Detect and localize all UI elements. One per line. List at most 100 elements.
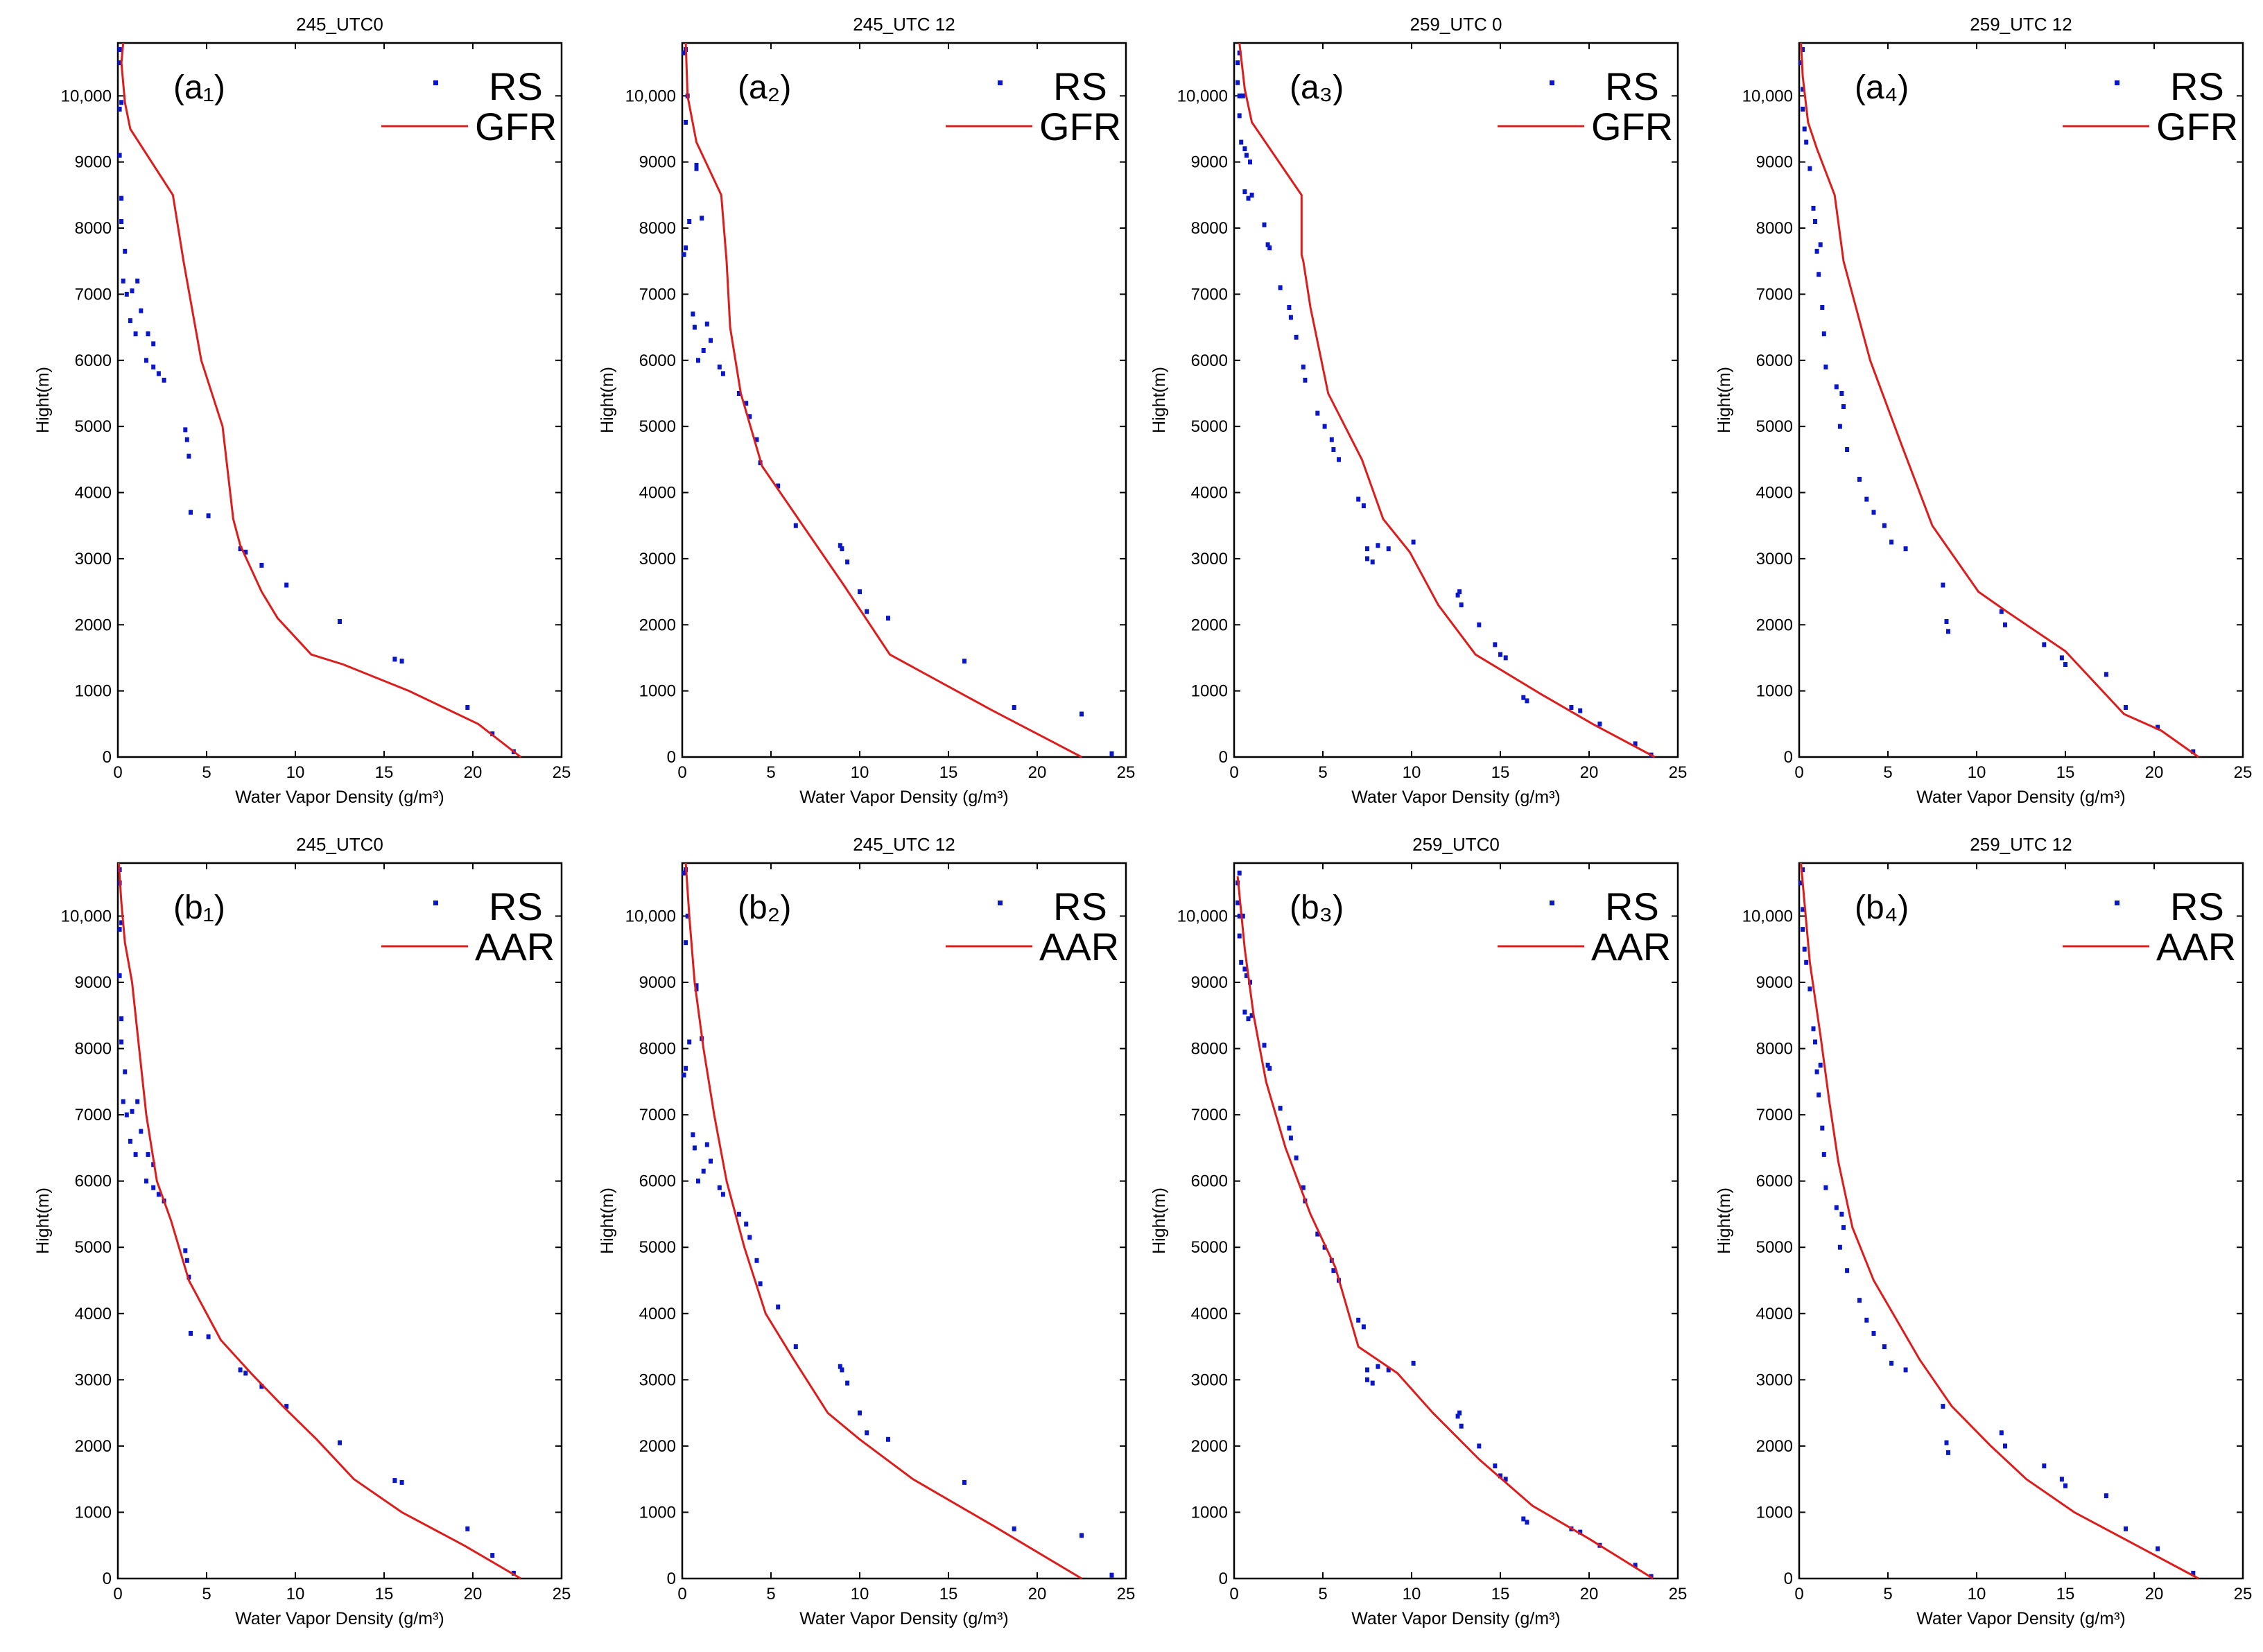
- x-tick-label: 25: [2234, 1585, 2253, 1603]
- y-tick-label: 2000: [1756, 616, 1793, 634]
- rs-point: [144, 1179, 148, 1184]
- x-tick-label: 10: [1403, 763, 1421, 782]
- x-tick-label: 5: [1883, 763, 1892, 782]
- legend-marker-rs: [998, 80, 1003, 85]
- legend-label-rs: RS: [1053, 885, 1107, 928]
- y-axis-label: Hight(m): [1715, 367, 1734, 433]
- rs-point: [187, 453, 191, 459]
- rs-point: [736, 1211, 741, 1217]
- rs-point: [701, 348, 706, 353]
- rs-point: [758, 1281, 763, 1287]
- rs-point: [744, 401, 749, 406]
- axes-box: [1233, 42, 1679, 758]
- rs-point: [1837, 424, 1842, 429]
- axes-box: [1798, 862, 2244, 1580]
- rs-point: [687, 219, 692, 224]
- y-tick-label: 3000: [1191, 1371, 1228, 1389]
- legend-label-rs: RS: [1605, 885, 1659, 928]
- rs-point: [119, 100, 124, 105]
- y-tick-label: 6000: [1756, 351, 1793, 370]
- rs-point: [1237, 113, 1242, 119]
- rs-point: [1823, 1185, 1828, 1190]
- x-axis-label: Water Vapor Density (g/m³): [1916, 788, 2125, 807]
- rs-point: [1813, 1039, 1817, 1045]
- rs-point: [2063, 1483, 2067, 1488]
- rs-point: [133, 331, 138, 337]
- rs-point: [130, 1108, 135, 1114]
- rs-point: [123, 248, 128, 254]
- y-tick-label: 8000: [75, 219, 112, 238]
- panel-2: 245_UTC 12 0 5 10 15 20 25 0 1000 2000 3000 4000 500…: [598, 14, 1135, 807]
- rs-point: [146, 1151, 150, 1157]
- rs-point: [184, 437, 189, 442]
- rs-point: [2156, 724, 2160, 730]
- rs-point: [1080, 1533, 1084, 1538]
- rs-point: [840, 546, 844, 552]
- y-tick-label: 2000: [1191, 1437, 1228, 1456]
- rs-point: [717, 364, 722, 369]
- rs-point: [793, 523, 798, 528]
- legend-label-rs: RS: [2170, 64, 2224, 108]
- x-tick-label: 25: [553, 1585, 571, 1603]
- rs-point: [133, 1151, 138, 1157]
- x-tick-label: 10: [1968, 763, 1986, 782]
- rs-point: [1834, 1205, 1839, 1210]
- rs-point: [1356, 496, 1361, 502]
- rs-point: [1525, 698, 1529, 704]
- y-axis-label: Hight(m): [33, 367, 53, 433]
- rs-point: [1337, 457, 1341, 462]
- rs-point: [1240, 913, 1245, 919]
- rs-point: [694, 162, 699, 168]
- x-tick-label: 20: [464, 1585, 483, 1603]
- rs-point: [754, 437, 759, 442]
- rs-point: [124, 1112, 129, 1118]
- y-tick-label: 3000: [1756, 550, 1793, 568]
- rs-point: [1871, 1330, 1876, 1336]
- rs-point: [1248, 159, 1252, 165]
- x-tick-label: 0: [1229, 1585, 1238, 1603]
- rs-point: [709, 338, 713, 343]
- panel-label: (b₂): [738, 889, 791, 926]
- y-tick-label: 6000: [75, 351, 112, 370]
- x-tick-label: 15: [1491, 763, 1510, 782]
- legend-marker-rs: [433, 80, 438, 85]
- legend-marker-rs: [2115, 80, 2119, 85]
- rs-point: [1386, 546, 1391, 552]
- series-line-aar: [684, 862, 1082, 1580]
- rs-point: [684, 119, 688, 125]
- x-tick-label: 15: [939, 763, 958, 782]
- rs-point: [2156, 1546, 2160, 1551]
- x-tick-label: 5: [766, 763, 775, 782]
- rs-point: [1235, 900, 1240, 905]
- y-tick-label: 4000: [639, 484, 676, 503]
- y-tick-label: 4000: [1191, 1305, 1228, 1323]
- rs-point: [1857, 476, 1862, 482]
- legend-label-model: AAR: [475, 925, 555, 968]
- rs-point: [717, 1185, 722, 1190]
- rs-point: [1798, 880, 1803, 886]
- rs-point: [682, 50, 686, 55]
- rs-point: [1839, 391, 1844, 396]
- rs-point: [259, 562, 264, 568]
- rs-point: [139, 308, 144, 313]
- rs-point: [1265, 1062, 1270, 1068]
- rs-point: [1807, 986, 1812, 992]
- chart-title: 259_UTC 0: [1410, 14, 1502, 35]
- legend-label-model: GFR: [1039, 105, 1121, 148]
- rs-point: [1802, 946, 1807, 952]
- panel-label: (b₄): [1855, 889, 1909, 926]
- rs-point: [128, 1138, 132, 1144]
- rs-point: [243, 549, 248, 555]
- x-tick-label: 10: [286, 763, 305, 782]
- panel-8: 259_UTC 12 0 5 10 15 20 25 0 1000 2000 3000 4000 500…: [1715, 834, 2252, 1628]
- rs-point: [465, 705, 470, 710]
- rs-point: [1080, 711, 1084, 717]
- rs-point: [1493, 642, 1498, 647]
- rs-point: [1322, 424, 1327, 429]
- y-tick-label: 0: [667, 1570, 676, 1588]
- y-tick-label: 1000: [639, 1503, 676, 1522]
- y-tick-label: 9000: [1191, 973, 1228, 992]
- rs-point: [1262, 1043, 1267, 1048]
- x-axis-label: Water Vapor Density (g/m³): [235, 1609, 444, 1628]
